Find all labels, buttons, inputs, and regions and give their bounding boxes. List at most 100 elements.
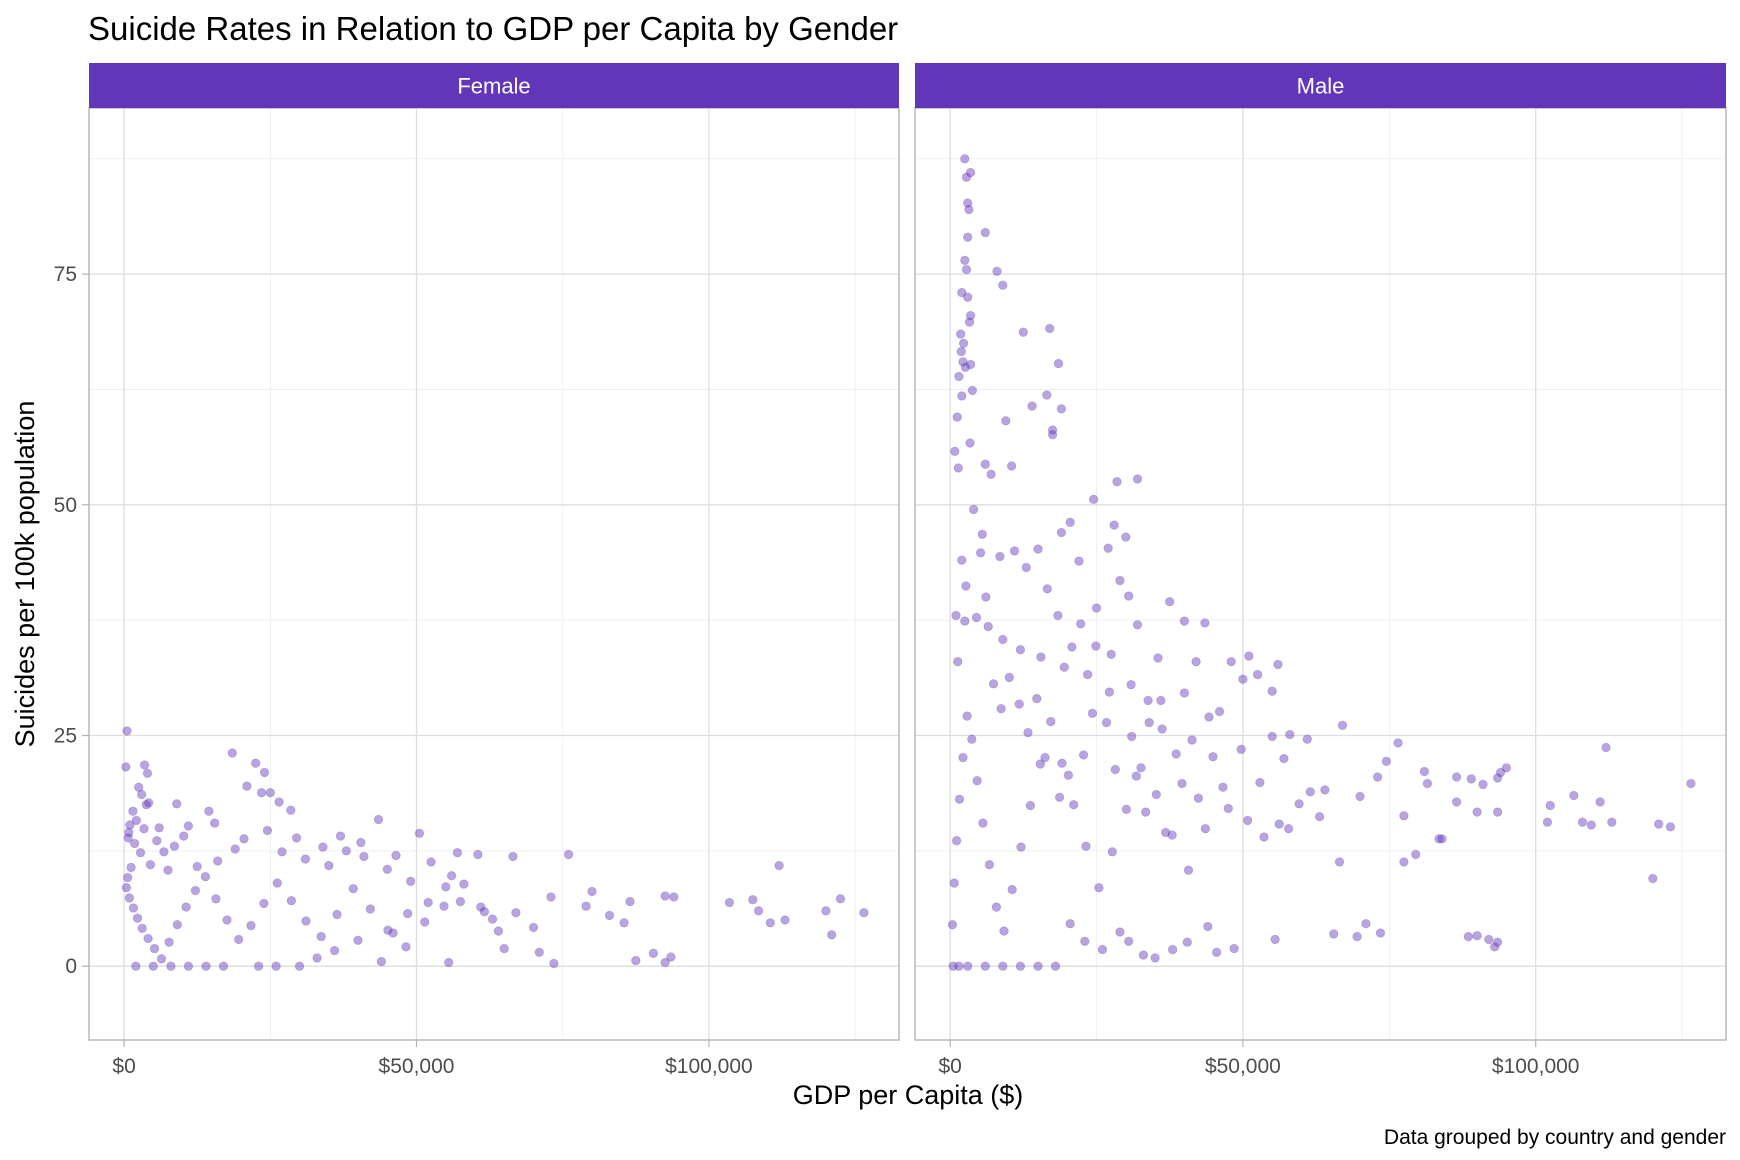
data-point	[1337, 720, 1348, 731]
data-point	[128, 903, 139, 913]
data-point	[1191, 657, 1201, 667]
data-point	[1542, 817, 1553, 827]
data-point	[353, 935, 363, 946]
data-point	[1121, 804, 1132, 815]
data-point	[1419, 766, 1430, 777]
facet-female-strip	[89, 63, 899, 108]
data-point	[1285, 729, 1295, 740]
data-point	[965, 310, 976, 321]
data-point	[958, 752, 968, 763]
data-point	[1451, 797, 1462, 807]
data-point	[1006, 461, 1017, 471]
data-point	[1399, 857, 1409, 867]
data-point	[961, 581, 971, 591]
data-point	[1451, 772, 1462, 782]
data-point	[164, 937, 174, 947]
data-point	[958, 338, 969, 349]
data-point	[1080, 936, 1090, 947]
data-point	[980, 459, 991, 469]
data-point	[1472, 807, 1482, 817]
y-axis: 0 25 50 75	[54, 263, 89, 978]
facet-male-border	[914, 107, 1727, 1041]
data-point	[1160, 827, 1171, 838]
data-point	[1204, 712, 1214, 722]
data-point	[967, 734, 977, 744]
data-point	[965, 438, 975, 448]
data-point	[121, 883, 132, 893]
data-point	[136, 789, 147, 800]
data-point	[1648, 873, 1658, 884]
data-point	[991, 902, 1002, 912]
data-point	[441, 882, 451, 892]
data-point	[963, 292, 973, 302]
data-point	[1082, 669, 1093, 680]
y-tick-label: 75	[54, 263, 77, 286]
data-point	[133, 782, 144, 792]
data-point	[1492, 937, 1503, 947]
data-point	[1399, 811, 1409, 821]
data-point	[137, 923, 147, 934]
data-point	[1187, 735, 1197, 745]
data-point	[956, 329, 966, 339]
data-point	[1463, 931, 1474, 942]
data-point	[961, 264, 972, 275]
data-point	[181, 902, 191, 912]
data-point	[619, 918, 629, 928]
data-point	[420, 917, 430, 927]
data-point	[154, 823, 164, 833]
data-point	[159, 847, 169, 857]
data-point	[1104, 687, 1115, 697]
data-point	[965, 167, 976, 178]
data-point	[1053, 358, 1064, 369]
data-point	[1106, 649, 1116, 660]
data-point	[204, 806, 214, 816]
facet-female-strip-label: Female	[457, 74, 530, 99]
facet-male-strip-label: Male	[1297, 74, 1345, 99]
data-point	[625, 896, 635, 907]
data-point	[259, 767, 270, 778]
data-point	[1126, 731, 1137, 742]
data-point	[277, 847, 287, 857]
data-point	[948, 961, 958, 971]
data-point	[950, 446, 960, 457]
data-point	[549, 958, 559, 969]
data-point	[951, 836, 962, 846]
facet-female-x-axis: $0 $50,000 $100,000	[112, 1040, 753, 1078]
data-point	[1238, 674, 1248, 684]
data-point	[143, 933, 153, 944]
data-point	[1009, 546, 1020, 556]
data-point	[960, 616, 970, 626]
data-point	[967, 385, 978, 396]
data-point	[1101, 717, 1112, 728]
data-point	[587, 886, 597, 897]
data-point	[414, 828, 425, 839]
data-point	[329, 945, 340, 956]
data-point	[508, 851, 518, 862]
data-point	[1065, 919, 1075, 929]
data-point	[998, 961, 1008, 971]
data-point	[382, 864, 393, 875]
data-point	[996, 704, 1006, 714]
data-point	[122, 726, 132, 736]
data-point	[242, 781, 252, 791]
data-point	[660, 891, 670, 901]
data-point	[1472, 931, 1482, 941]
data-point	[963, 961, 973, 971]
data-point	[1226, 657, 1236, 667]
data-point	[1040, 752, 1050, 763]
data-point	[1393, 738, 1403, 748]
data-point	[123, 833, 133, 843]
x-tick-label: $50,000	[379, 1055, 455, 1078]
data-point	[324, 860, 334, 871]
data-point	[1132, 620, 1143, 630]
data-point	[335, 831, 346, 841]
data-point	[835, 894, 846, 904]
data-point	[376, 956, 387, 967]
data-point	[1015, 645, 1026, 655]
data-point	[1044, 323, 1055, 334]
data-point	[984, 860, 995, 870]
data-point	[312, 953, 322, 963]
data-point	[1200, 824, 1211, 834]
data-point	[963, 198, 973, 208]
data-point	[499, 943, 509, 954]
